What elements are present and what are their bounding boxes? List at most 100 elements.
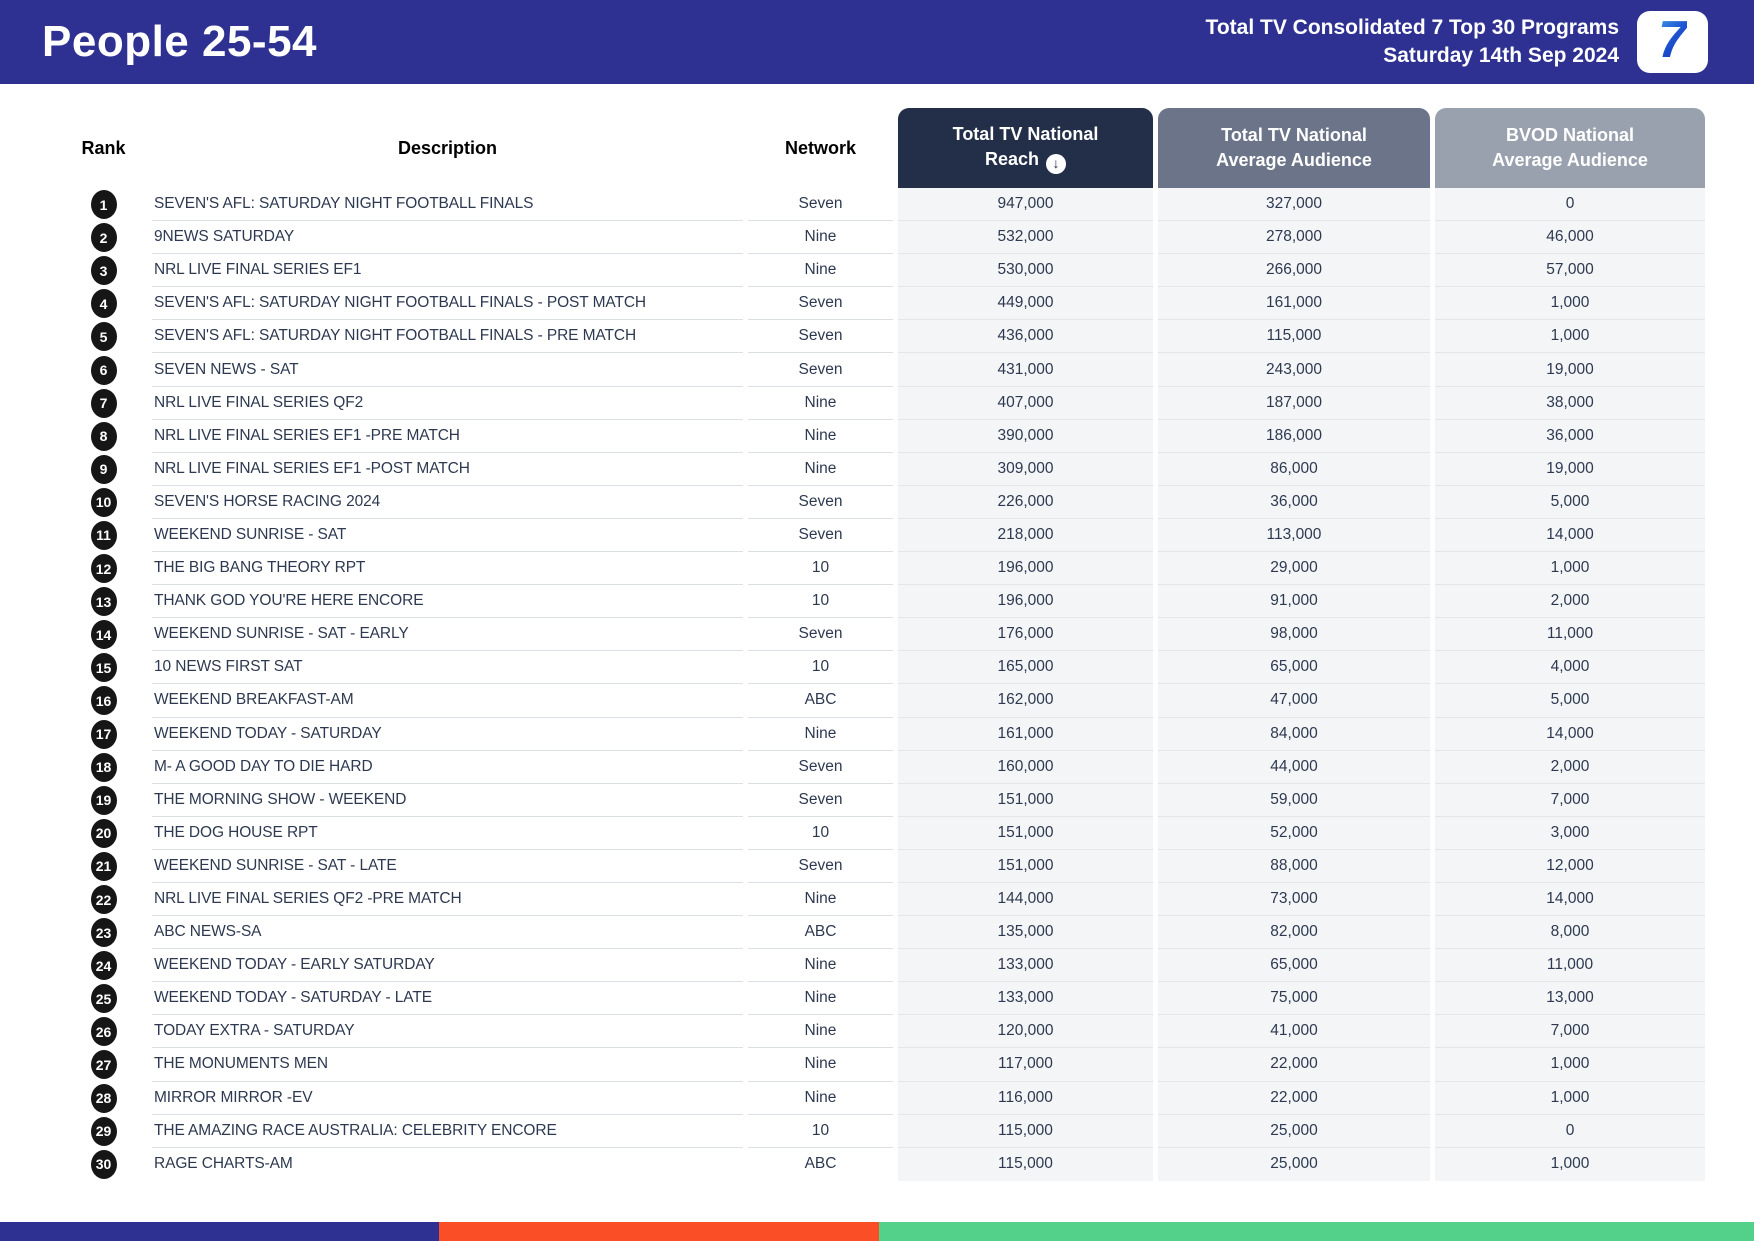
rank-cell: 19 bbox=[60, 784, 147, 817]
table-row: 6 SEVEN NEWS - SAT Seven 431,000 243,000 19,0… bbox=[60, 353, 1705, 387]
description-cell: THE DOG HOUSE RPT bbox=[152, 817, 743, 850]
rank-cell: 11 bbox=[60, 519, 147, 552]
rank-cell: 1 bbox=[60, 188, 147, 221]
network-cell: Nine bbox=[748, 387, 893, 420]
total-tv-average-audience-cell: 278,000 bbox=[1158, 221, 1430, 255]
table-row: 24 WEEKEND TODAY - EARLY SATURDAY Nine 133,… bbox=[60, 949, 1705, 983]
total-tv-reach-cell: 135,000 bbox=[898, 916, 1153, 950]
description-cell: NRL LIVE FINAL SERIES QF2 bbox=[152, 387, 743, 420]
bvod-header-line2: Average Audience bbox=[1492, 150, 1648, 170]
table-row: 15 10 NEWS FIRST SAT 10 165,000 65,000 4,000 bbox=[60, 651, 1705, 685]
rank-cell: 13 bbox=[60, 585, 147, 618]
total-tv-reach-cell: 151,000 bbox=[898, 816, 1153, 850]
network-cell: Seven bbox=[748, 751, 893, 784]
sort-descending-icon[interactable]: ↓ bbox=[1046, 153, 1067, 174]
rank-cell: 29 bbox=[60, 1115, 147, 1148]
rank-badge: 25 bbox=[90, 984, 117, 1014]
rank-badge: 9 bbox=[90, 454, 117, 484]
bvod-average-audience-cell: 46,000 bbox=[1435, 221, 1705, 255]
total-tv-average-audience-cell: 327,000 bbox=[1158, 188, 1430, 222]
total-tv-average-audience-cell: 113,000 bbox=[1158, 518, 1430, 553]
rank-badge: 26 bbox=[90, 1017, 117, 1047]
rank-badge: 12 bbox=[90, 554, 117, 584]
total-tv-reach-cell: 144,000 bbox=[898, 882, 1153, 917]
description-cell: WEEKEND TODAY - SATURDAY bbox=[152, 718, 743, 751]
total-tv-average-audience-cell: 25,000 bbox=[1158, 1114, 1430, 1148]
description-cell: SEVEN'S AFL: SATURDAY NIGHT FOOTBALL FIN… bbox=[152, 320, 743, 354]
total-tv-reach-cell: 407,000 bbox=[898, 386, 1153, 420]
total-tv-average-audience-cell: 25,000 bbox=[1158, 1147, 1430, 1181]
seven-logo-glyph: 7 bbox=[1658, 11, 1687, 69]
total-tv-reach-cell: 115,000 bbox=[898, 1114, 1153, 1148]
rank-cell: 10 bbox=[60, 486, 147, 519]
total-tv-reach-cell: 532,000 bbox=[898, 221, 1153, 255]
bvod-average-audience-cell: 1,000 bbox=[1435, 287, 1705, 321]
total-tv-reach-cell: 133,000 bbox=[898, 982, 1153, 1016]
footer-segment-orange bbox=[438, 1222, 879, 1241]
table-row: 30 RAGE CHARTS-AM ABC 115,000 25,000 1,000 bbox=[60, 1147, 1705, 1181]
network-cell: Seven bbox=[748, 353, 893, 387]
total-tv-average-audience-cell: 44,000 bbox=[1158, 750, 1430, 784]
description-cell: WEEKEND TODAY - EARLY SATURDAY bbox=[152, 949, 743, 983]
column-header-bvod-average-audience: BVOD National Average Audience bbox=[1435, 108, 1705, 188]
table-row: 10 SEVEN'S HORSE RACING 2024 Seven 226,000 3… bbox=[60, 485, 1705, 519]
rank-cell: 2 bbox=[60, 221, 147, 254]
rank-badge: 29 bbox=[90, 1116, 117, 1146]
total-tv-reach-cell: 120,000 bbox=[898, 1015, 1153, 1049]
total-tv-reach-cell: 309,000 bbox=[898, 452, 1153, 486]
bvod-average-audience-cell: 4,000 bbox=[1435, 651, 1705, 685]
total-tv-average-audience-cell: 52,000 bbox=[1158, 816, 1430, 850]
table-header-row: Rank Description Network Total TV Nation… bbox=[60, 108, 1705, 188]
table-row: 12 THE BIG BANG THEORY RPT 10 196,000 29,000… bbox=[60, 552, 1705, 586]
report-subtitle-line2: Saturday 14th Sep 2024 bbox=[1383, 44, 1619, 67]
description-cell: SEVEN'S AFL: SATURDAY NIGHT FOOTBALL FIN… bbox=[152, 287, 743, 321]
network-cell: Seven bbox=[748, 320, 893, 354]
total-tv-average-audience-cell: 187,000 bbox=[1158, 386, 1430, 420]
total-tv-average-audience-cell: 22,000 bbox=[1158, 1048, 1430, 1082]
rank-badge: 23 bbox=[90, 918, 117, 948]
rank-badge: 14 bbox=[90, 620, 117, 650]
network-cell: Nine bbox=[748, 982, 893, 1016]
description-cell: THE MORNING SHOW - WEEKEND bbox=[152, 784, 743, 817]
rank-badge: 8 bbox=[90, 421, 117, 451]
rank-badge: 5 bbox=[90, 322, 117, 352]
rank-cell: 8 bbox=[60, 420, 147, 453]
description-cell: THE AMAZING RACE AUSTRALIA: CELEBRITY EN… bbox=[152, 1115, 743, 1148]
description-cell: SEVEN'S AFL: SATURDAY NIGHT FOOTBALL FIN… bbox=[152, 188, 743, 222]
total-tv-average-audience-cell: 84,000 bbox=[1158, 717, 1430, 751]
column-header-total-tv-reach[interactable]: Total TV National Reach ↓ bbox=[898, 108, 1153, 188]
tv-avg-header-line1: Total TV National bbox=[1221, 125, 1367, 145]
rank-cell: 18 bbox=[60, 751, 147, 784]
rank-badge: 22 bbox=[90, 885, 117, 915]
table-row: 4 SEVEN'S AFL: SATURDAY NIGHT FOOTBALL FI… bbox=[60, 287, 1705, 321]
rank-badge: 30 bbox=[90, 1149, 117, 1179]
bvod-average-audience-cell: 3,000 bbox=[1435, 816, 1705, 850]
table-row: 9 NRL LIVE FINAL SERIES EF1 -POST MATCH Ni… bbox=[60, 452, 1705, 486]
network-cell: 10 bbox=[748, 651, 893, 685]
table-row: 5 SEVEN'S AFL: SATURDAY NIGHT FOOTBALL FI… bbox=[60, 320, 1705, 354]
total-tv-average-audience-cell: 91,000 bbox=[1158, 585, 1430, 619]
total-tv-average-audience-cell: 88,000 bbox=[1158, 849, 1430, 883]
table-row: 16 WEEKEND BREAKFAST-AM ABC 162,000 47,000 5,… bbox=[60, 684, 1705, 718]
network-cell: 10 bbox=[748, 552, 893, 586]
rank-badge: 4 bbox=[90, 289, 117, 319]
reach-header-line1: Total TV National bbox=[952, 124, 1099, 145]
table-row: 23 ABC NEWS-SA ABC 135,000 82,000 8,000 bbox=[60, 916, 1705, 950]
reach-header-line2: Reach ↓ bbox=[985, 147, 1067, 174]
total-tv-average-audience-cell: 73,000 bbox=[1158, 882, 1430, 917]
description-cell: WEEKEND SUNRISE - SAT bbox=[152, 519, 743, 553]
rank-badge: 21 bbox=[90, 851, 117, 881]
rank-badge: 11 bbox=[90, 520, 117, 550]
rank-badge: 28 bbox=[90, 1083, 117, 1113]
footer-color-bar bbox=[0, 1222, 1754, 1241]
report-subtitle-line1: Total TV Consolidated 7 Top 30 Programs bbox=[1205, 16, 1619, 39]
network-cell: 10 bbox=[748, 585, 893, 619]
description-cell: SEVEN'S HORSE RACING 2024 bbox=[152, 486, 743, 519]
bvod-average-audience-cell: 19,000 bbox=[1435, 452, 1705, 486]
description-cell: WEEKEND TODAY - SATURDAY - LATE bbox=[152, 982, 743, 1016]
description-cell: THE BIG BANG THEORY RPT bbox=[152, 552, 743, 586]
rank-badge: 15 bbox=[90, 653, 117, 683]
total-tv-reach-cell: 390,000 bbox=[898, 419, 1153, 453]
rank-badge: 20 bbox=[90, 818, 117, 848]
rank-cell: 21 bbox=[60, 850, 147, 883]
